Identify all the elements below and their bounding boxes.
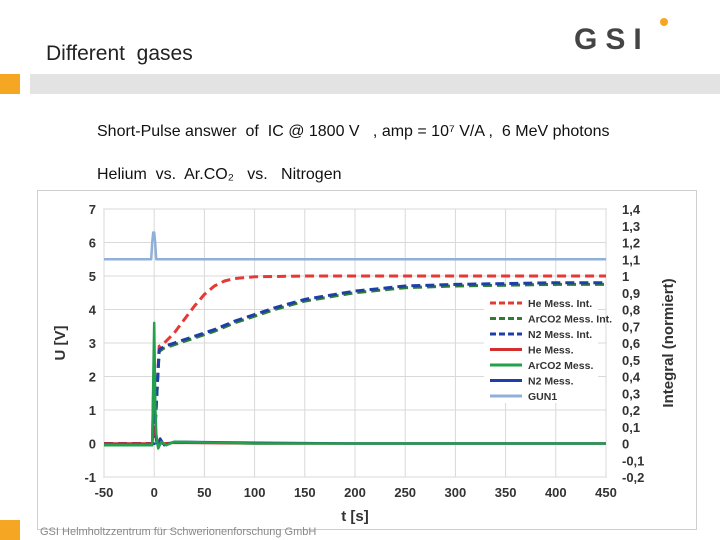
x-axis-label: t [s] (341, 508, 369, 525)
x-tick-label: 400 (545, 485, 567, 500)
y-tick-label: -1 (84, 470, 96, 485)
legend-label: He Mess. (528, 345, 574, 357)
y2-tick-label: 0,7 (622, 319, 640, 334)
y2-tick-label: 0,2 (622, 403, 640, 418)
x-tick-label: 100 (244, 485, 266, 500)
legend-label: GUN1 (528, 391, 557, 403)
y-tick-label: 3 (89, 336, 96, 351)
y2-axis-label: Integral (normiert) (660, 278, 677, 407)
y2-tick-label: 0,1 (622, 420, 640, 435)
y2-tick-label: 1,1 (622, 252, 640, 267)
y2-tick-label: 1,3 (622, 219, 640, 234)
y2-tick-label: 0,5 (622, 353, 640, 368)
y2-tick-label: 1,2 (622, 236, 640, 251)
y-tick-label: 2 (89, 370, 96, 385)
x-tick-label: 200 (344, 485, 366, 500)
y2-tick-label: 1 (622, 269, 629, 284)
y2-tick-label: 0,3 (622, 386, 640, 401)
y2-tick-label: 0,9 (622, 286, 640, 301)
x-tick-label: 250 (394, 485, 416, 500)
accent-square-top (0, 74, 20, 94)
x-tick-label: 450 (595, 485, 617, 500)
chart-svg: -50 0 50 100 150 200 250 300 350 400 450 -1 0 1 2 3 4 5 6 7… (52, 202, 677, 525)
y2-tick-label: -0,1 (622, 453, 644, 468)
y2-tick-label: 0,8 (622, 303, 640, 318)
series-line-gun1 (104, 231, 606, 261)
y2-tick-label: 1,4 (622, 202, 641, 217)
series-line-n2-mess-int (104, 281, 606, 445)
y-axis-label: U [V] (52, 326, 69, 361)
y2-tick-label: 0,6 (622, 336, 640, 351)
y2-tick-label: 0 (622, 437, 629, 452)
x-tick-label: 0 (151, 485, 158, 500)
y-tick-label: 4 (89, 303, 97, 318)
x-tick-label: 350 (495, 485, 517, 500)
logo-dot-icon (660, 18, 668, 26)
legend-label: N2 Mess. Int. (528, 329, 592, 341)
chart-subtitle-line1: Short-Pulse answer of IC @ 1800 V , amp … (97, 123, 610, 140)
legend-label: N2 Mess. (528, 376, 574, 388)
accent-square-bottom (0, 520, 20, 540)
y-tick-label: 1 (89, 403, 96, 418)
y-tick-label: 5 (89, 269, 96, 284)
x-tick-label: -50 (95, 485, 114, 500)
slide-title: Different gases (46, 42, 193, 65)
gsi-logo: GSI (574, 18, 668, 56)
y2-tick-label: 0,4 (622, 370, 641, 385)
series-line-he-mess-int (104, 274, 606, 445)
y-tick-label: 6 (89, 236, 96, 251)
legend-label: He Mess. Int. (528, 298, 592, 310)
legend-box (484, 287, 598, 403)
legend-label: ArCO2 Mess. Int. (528, 314, 612, 326)
svg-text:GSI: GSI (574, 23, 650, 56)
header-bar (30, 74, 720, 94)
series-line-arco2-mess (104, 321, 606, 450)
chart-frame: -50 0 50 100 150 200 250 300 350 400 450 -1 0 1 2 3 4 5 6 7… (37, 190, 697, 530)
legend-label: ArCO2 Mess. (528, 360, 593, 372)
y-tick-label: 0 (89, 437, 96, 452)
x-tick-label: 300 (445, 485, 467, 500)
x-tick-label: 50 (197, 485, 211, 500)
footer-text: GSI Helmholtzzentrum für Schwerionenfors… (40, 526, 317, 538)
y-tick-label: 7 (89, 202, 96, 217)
y2-tick-label: -0,2 (622, 470, 644, 485)
x-tick-label: 150 (294, 485, 316, 500)
chart-subtitle-line2: Helium vs. Ar.CO₂ vs. Nitrogen (97, 166, 342, 183)
